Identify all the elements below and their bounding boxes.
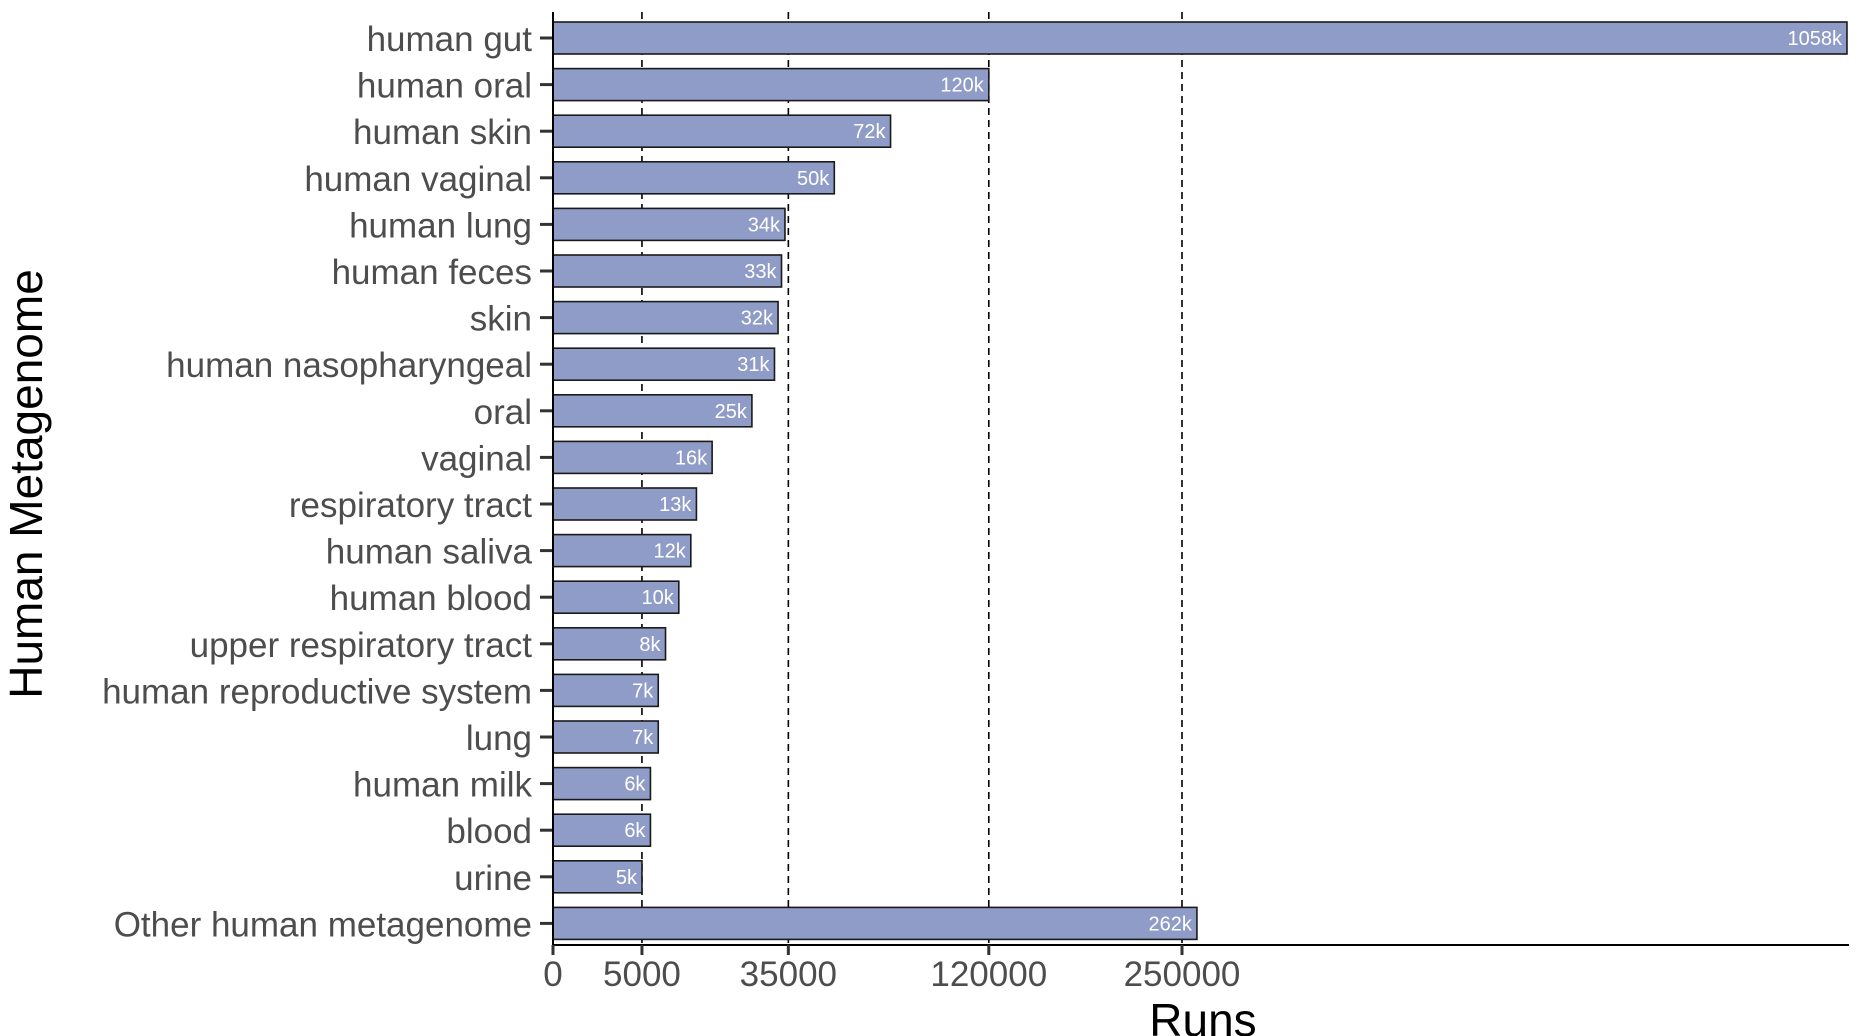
category-label: human feces <box>332 253 532 292</box>
category-label: human gut <box>367 20 533 59</box>
category-labels: human gut human oral human skin human vagin… <box>102 20 532 944</box>
data-label: 25k <box>715 401 748 423</box>
category-label: human skin <box>353 113 532 152</box>
data-label: 33k <box>744 261 777 283</box>
category-label: Other human metagenome <box>114 905 532 944</box>
category-label: human blood <box>330 579 532 618</box>
category-label: respiratory tract <box>289 486 532 525</box>
bar <box>552 393 753 428</box>
category-label: human reproductive system <box>102 672 532 711</box>
data-label: 16k <box>675 447 708 469</box>
category-label: oral <box>474 393 532 432</box>
category-label: human milk <box>353 766 532 805</box>
bar <box>552 161 836 195</box>
data-label: 34k <box>748 214 781 236</box>
data-label: 120k <box>940 75 984 97</box>
bar <box>552 300 779 335</box>
data-label: 7k <box>632 680 654 702</box>
axes <box>540 12 1849 955</box>
category-label: lung <box>466 719 532 758</box>
data-label: 1058k <box>1787 28 1842 50</box>
bar <box>552 114 892 148</box>
data-label: 7k <box>632 727 654 749</box>
bar <box>552 67 990 102</box>
data-label: 10k <box>642 587 675 609</box>
y-axis-title: Human Metagenome <box>0 269 52 699</box>
bar <box>552 720 660 754</box>
x-tick-label: 120000 <box>930 955 1047 994</box>
category-label: human lung <box>349 206 532 245</box>
bar <box>552 813 652 848</box>
data-label: 262k <box>1149 913 1193 935</box>
gridlines <box>641 12 1183 945</box>
bar <box>552 906 1198 941</box>
category-label: human nasopharyngeal <box>166 346 532 385</box>
x-tick-label: 0 <box>543 955 562 994</box>
data-label: 8k <box>639 634 661 656</box>
data-label: 6k <box>624 774 646 796</box>
category-label: skin <box>470 300 532 339</box>
bar <box>552 347 776 382</box>
data-label: 72k <box>853 121 886 143</box>
data-label: 13k <box>659 494 692 516</box>
x-tick-label: 35000 <box>740 955 837 994</box>
x-axis-title: Runs <box>1149 994 1256 1036</box>
category-label: vaginal <box>421 439 532 478</box>
data-label: 31k <box>737 354 770 376</box>
data-label: 5k <box>616 867 638 889</box>
x-tick-labels: 0 5000 35000 120000 250000 <box>543 955 1240 994</box>
category-label: urine <box>454 859 532 898</box>
bar <box>552 254 783 288</box>
category-label: blood <box>446 812 532 851</box>
category-label: human oral <box>357 67 532 106</box>
x-tick-label: 5000 <box>603 955 681 994</box>
bar <box>552 673 660 708</box>
data-label: 6k <box>624 820 646 842</box>
bars: 1058k 120k 72k 50k 34k 33k 32k 31k 25k 16k 13k 12k 1… <box>552 21 1848 941</box>
x-tick-label: 250000 <box>1124 955 1241 994</box>
bar <box>552 766 652 801</box>
data-label: 50k <box>797 168 830 190</box>
bar <box>552 21 1848 55</box>
bar <box>552 859 643 894</box>
data-label: 32k <box>741 308 774 330</box>
category-label: upper respiratory tract <box>190 626 533 665</box>
category-label: human vaginal <box>304 160 532 199</box>
data-label: 12k <box>654 541 687 563</box>
bar <box>552 487 698 521</box>
category-label: human saliva <box>326 533 533 572</box>
